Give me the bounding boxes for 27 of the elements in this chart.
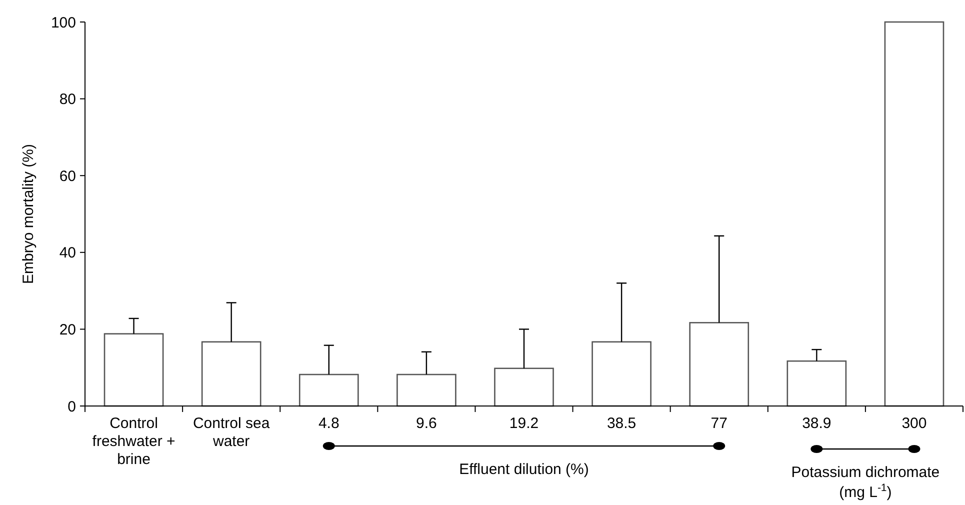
x-tick-label: 300: [902, 415, 927, 432]
x-tick-label: 38.5: [606, 415, 636, 432]
x-tick-label: 4.8: [318, 415, 340, 432]
text: Effluent dilution (%): [459, 461, 589, 478]
bar: [689, 322, 750, 407]
bar: [494, 368, 554, 407]
x-tick-label: Control sea water: [192, 415, 270, 450]
y-tick-label: 100: [50, 14, 76, 32]
y-tick-label: 20: [59, 321, 76, 338]
y-tick-label: 40: [59, 244, 76, 262]
x-tick-label: 38.9: [802, 415, 832, 432]
bar: [201, 341, 262, 407]
y-tick-label: 60: [59, 168, 76, 185]
y-tick-label: 0: [68, 398, 76, 416]
x-tick-label: 19.2: [509, 415, 539, 432]
bar: [884, 21, 944, 407]
x-tick-label: 77: [710, 415, 728, 432]
bar: [104, 333, 164, 407]
y-tick-label: 80: [59, 91, 76, 108]
bar: [592, 341, 652, 407]
y-axis-title: Embryo mortality (%): [20, 144, 37, 284]
x-tick-label: Control freshwater + brine: [92, 415, 176, 468]
x-tick-label: 9.6: [416, 415, 437, 432]
text: Potassium dichromate (mg L$^{-1}$): [791, 464, 940, 501]
bar: [786, 360, 847, 407]
bar: [396, 374, 456, 407]
bar: [298, 374, 359, 407]
